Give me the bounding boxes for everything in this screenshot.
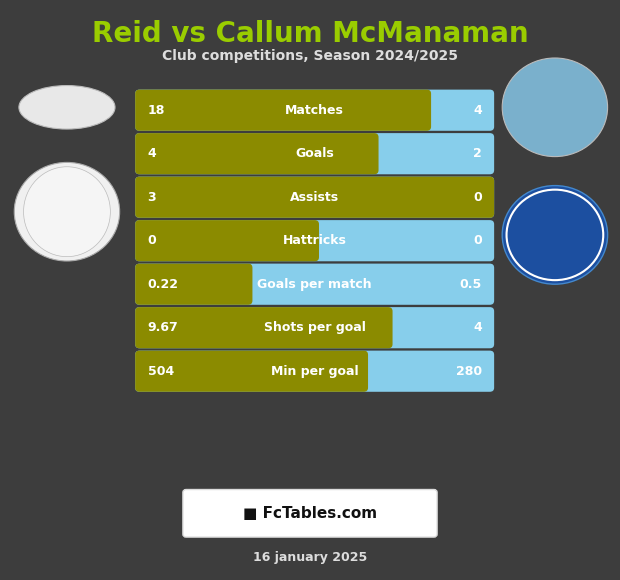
FancyBboxPatch shape — [135, 133, 494, 174]
Text: Assists: Assists — [290, 191, 339, 204]
Text: Reid vs Callum McManaman: Reid vs Callum McManaman — [92, 20, 528, 48]
Text: 18: 18 — [148, 104, 165, 117]
Circle shape — [14, 162, 120, 261]
FancyBboxPatch shape — [135, 176, 494, 218]
FancyBboxPatch shape — [135, 263, 252, 305]
Text: 0: 0 — [473, 191, 482, 204]
Circle shape — [502, 58, 608, 157]
FancyBboxPatch shape — [183, 490, 437, 537]
Text: 0.22: 0.22 — [148, 278, 179, 291]
Circle shape — [502, 186, 608, 284]
Ellipse shape — [19, 85, 115, 129]
FancyBboxPatch shape — [135, 350, 368, 392]
FancyBboxPatch shape — [135, 350, 494, 392]
Text: Min per goal: Min per goal — [271, 365, 358, 378]
Text: 0: 0 — [473, 234, 482, 247]
Text: 280: 280 — [456, 365, 482, 378]
Text: 16 january 2025: 16 january 2025 — [253, 552, 367, 564]
FancyBboxPatch shape — [135, 220, 494, 261]
FancyBboxPatch shape — [135, 89, 494, 130]
Text: 2: 2 — [473, 147, 482, 160]
FancyBboxPatch shape — [135, 89, 431, 130]
Text: 0.5: 0.5 — [459, 278, 482, 291]
Text: 9.67: 9.67 — [148, 321, 179, 334]
Text: 0: 0 — [148, 234, 156, 247]
Text: 4: 4 — [473, 321, 482, 334]
FancyBboxPatch shape — [135, 307, 494, 348]
Text: Goals per match: Goals per match — [257, 278, 372, 291]
Text: Goals: Goals — [295, 147, 334, 160]
FancyBboxPatch shape — [135, 307, 392, 348]
Text: Shots per goal: Shots per goal — [264, 321, 366, 334]
Text: Hattricks: Hattricks — [283, 234, 347, 247]
FancyBboxPatch shape — [135, 176, 494, 218]
FancyBboxPatch shape — [135, 263, 494, 305]
Text: Matches: Matches — [285, 104, 344, 117]
Text: 4: 4 — [148, 147, 156, 160]
Text: ■ FcTables.com: ■ FcTables.com — [243, 506, 377, 521]
Text: Club competitions, Season 2024/2025: Club competitions, Season 2024/2025 — [162, 49, 458, 63]
Text: 3: 3 — [148, 191, 156, 204]
Ellipse shape — [24, 167, 110, 256]
Text: 504: 504 — [148, 365, 174, 378]
Text: 4: 4 — [473, 104, 482, 117]
FancyBboxPatch shape — [135, 133, 379, 174]
FancyBboxPatch shape — [135, 220, 319, 261]
